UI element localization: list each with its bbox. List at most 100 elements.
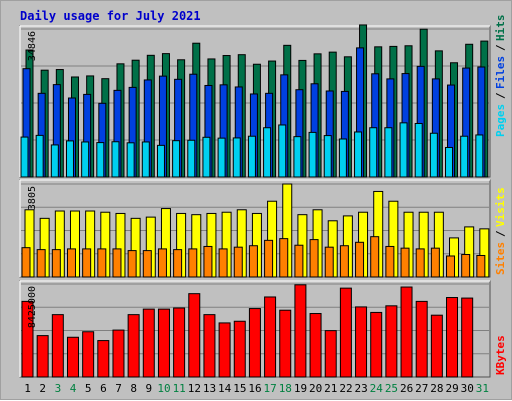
x-axis-day-label: 27 (415, 382, 428, 395)
x-axis-day-label: 15 (233, 382, 246, 395)
legend-files: Files (494, 56, 507, 89)
x-axis-day-label: 11 (173, 382, 186, 395)
pages-bar (96, 142, 105, 178)
kbytes-bar (157, 308, 170, 378)
pages-bar (126, 142, 135, 178)
pages-bar (232, 137, 241, 178)
x-axis-day-label: 31 (476, 382, 489, 395)
kbytes-bar (415, 300, 428, 378)
sites-bar (339, 245, 349, 278)
x-axis-day-label: 29 (445, 382, 458, 395)
x-axis-day-label: 18 (279, 382, 292, 395)
pages-bar (141, 141, 150, 178)
sites-bar (203, 245, 213, 278)
sites-bar (82, 248, 92, 278)
kbytes-bar (400, 286, 413, 378)
pages-bar (475, 134, 484, 178)
pages-bar (263, 127, 272, 178)
pages-bar (187, 139, 196, 178)
sites-bar (294, 244, 304, 278)
x-axis-day-label: 22 (339, 382, 352, 395)
legend-sites: Sites (494, 242, 507, 275)
x-axis-day-label: 16 (248, 382, 261, 395)
sites-bar (188, 248, 198, 278)
kbytes-bar (339, 287, 352, 378)
kbytes-bar (294, 284, 307, 378)
kbytes-bar (324, 330, 337, 378)
sites-bar (157, 248, 167, 278)
pages-bar (50, 144, 59, 178)
sites-bar (264, 239, 274, 278)
kbytes-bar (173, 307, 186, 378)
sites-bar (127, 250, 137, 278)
kbytes-bar (203, 314, 216, 378)
legend-hits: Hits (494, 15, 507, 42)
x-axis-day-label: 24 (370, 382, 384, 395)
legend-kbytes: KBytes (494, 335, 507, 375)
pages-bar (156, 144, 165, 178)
x-axis-day-label: 26 (400, 382, 413, 395)
x-axis-day-label: 3 (55, 382, 62, 395)
legend-visits: Visits (494, 187, 507, 227)
sites-bar (400, 247, 410, 278)
sites-bar (461, 254, 471, 278)
sites-bar (385, 245, 395, 278)
page-title: Daily usage for July 2021 (20, 9, 201, 23)
sites-bar (21, 247, 31, 278)
legend-separator: / (494, 230, 507, 237)
sites-bar (97, 248, 107, 278)
kbytes-bar (385, 305, 398, 378)
sites-bar (355, 241, 365, 278)
kbytes-bar (233, 320, 246, 378)
kbytes-bar (51, 314, 64, 378)
pages-bar (35, 134, 44, 178)
pages-bar (414, 122, 423, 178)
x-axis-day-label: 8 (130, 382, 137, 395)
legend-pages: Pages (494, 104, 507, 137)
kbytes-bar (355, 306, 368, 378)
x-axis-day-label: 28 (430, 382, 443, 395)
pages-bar (399, 122, 408, 178)
kbytes-bar (279, 309, 292, 378)
sites-bar (248, 245, 258, 278)
x-axis-day-label: 17 (264, 382, 277, 395)
pages-bar (308, 131, 317, 178)
kbytes-bar (461, 297, 474, 378)
pages-bar (111, 141, 120, 178)
legend-separator: / (494, 92, 507, 99)
sites-bar (279, 238, 289, 278)
kbytes-bar (36, 335, 49, 378)
kbytes-bar (82, 331, 95, 378)
sites-bar (430, 247, 440, 278)
y-axis-max-label: 3805 (27, 186, 38, 210)
pages-bar (429, 132, 438, 178)
x-axis-day-label: 7 (115, 382, 122, 395)
pages-bar (460, 135, 469, 178)
kbytes-bar (370, 311, 383, 378)
x-axis-day-label: 23 (355, 382, 368, 395)
sites-bar (370, 236, 380, 278)
kbytes-bar (309, 313, 322, 378)
pages-bar (445, 146, 454, 178)
kbytes-bar (66, 336, 79, 378)
pages-bar (338, 138, 347, 178)
x-axis-day-label: 13 (203, 382, 216, 395)
sites-bar (112, 248, 122, 278)
x-axis-day-label: 5 (85, 382, 92, 395)
pages-bar (278, 124, 287, 178)
sites-bar (309, 239, 319, 278)
pages-bar (217, 137, 226, 178)
x-axis-day-label: 12 (188, 382, 201, 395)
legend-separator: / (494, 44, 507, 51)
pages-bar (20, 136, 29, 178)
pages-bar (202, 136, 211, 178)
pages-bar (81, 141, 90, 178)
x-axis-day-label: 20 (309, 382, 322, 395)
x-axis-day-label: 4 (70, 382, 77, 395)
kbytes-bar (127, 314, 140, 378)
kbytes-bar (97, 340, 110, 378)
kbytes-bar (142, 308, 155, 378)
sites-bar (446, 255, 456, 278)
x-axis-day-label: 25 (385, 382, 398, 395)
